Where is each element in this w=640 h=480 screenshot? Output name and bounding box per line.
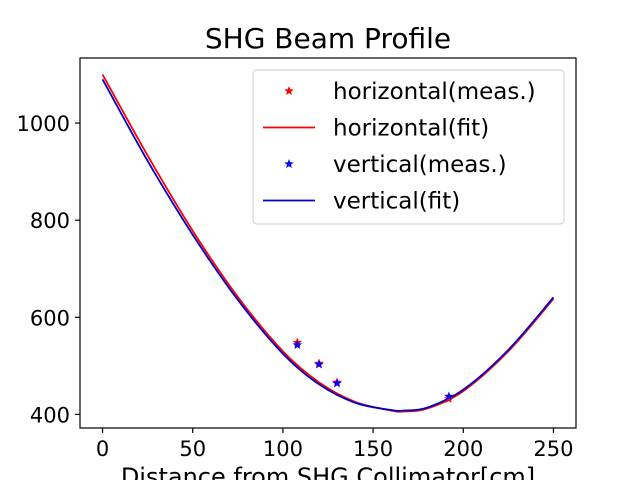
legend-item: horizontal(meas.) [284,79,536,105]
x-tick-label: 200 [443,437,483,461]
data-point-2-2 [332,378,342,388]
series-line-1 [101,74,555,413]
data-point-2-1 [314,359,324,369]
chart-title: SHG Beam Profile [205,22,451,55]
x-tick-label: 250 [533,437,573,461]
plot-lines [101,74,555,413]
legend-label: horizontal(meas.) [333,79,536,105]
y-tick-label: 1000 [17,112,70,136]
x-tick-label: 150 [353,437,393,461]
legend: horizontal(meas.) horizontal(fit) vertical… [252,69,565,225]
legend-frame [252,69,565,225]
series-line-3 [101,78,555,412]
y-axis: 400 600 800 1000 [17,112,80,427]
legend-star-swatch [284,159,294,169]
legend-label: vertical(fit) [333,189,460,215]
x-axis-label: Distance from SHG Collimator[cm] [121,463,535,480]
x-axis: 0 50 100 150 200 250 [96,428,574,461]
data-point-2-0 [292,339,303,350]
y-tick-label: 600 [30,306,70,330]
axes-frame [79,57,577,429]
x-tick-label: 100 [263,437,303,461]
legend-star-swatch [284,86,294,96]
legend-item: horizontal(fit) [263,116,489,142]
y-tick-label: 800 [30,209,70,233]
legend-label: horizontal(fit) [333,116,489,142]
legend-label: vertical(meas.) [333,152,507,178]
x-tick-label: 0 [96,437,109,461]
x-tick-label: 50 [179,437,206,461]
y-tick-label: 400 [30,403,70,427]
legend-item: vertical(meas.) [284,152,507,178]
data-point-2-3 [444,391,454,401]
plot-markers [292,337,454,403]
legend-item: vertical(fit) [263,189,460,215]
